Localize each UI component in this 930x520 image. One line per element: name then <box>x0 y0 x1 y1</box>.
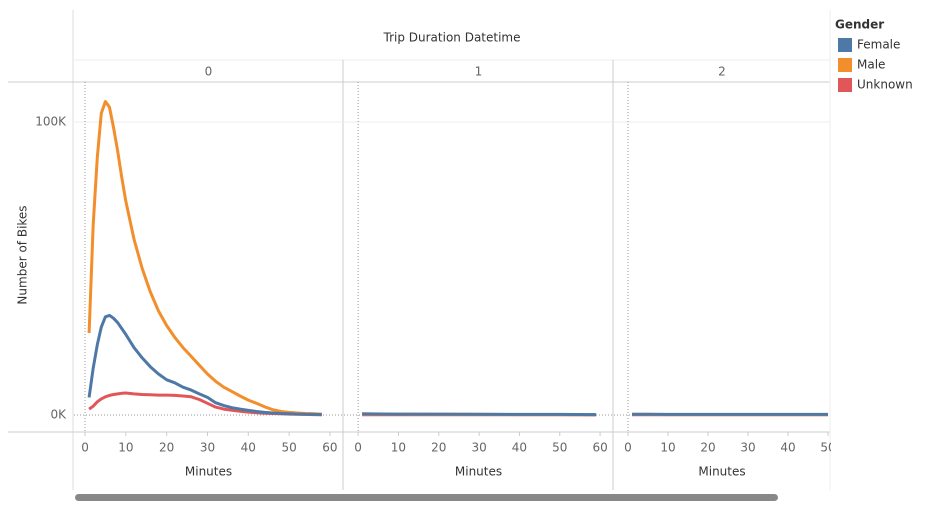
panel-axis: 0 10 20 30 40 50 60 <box>354 432 608 455</box>
series-line <box>87 100 322 416</box>
x-tick-label: 40 <box>241 441 256 455</box>
legend-swatch <box>838 38 852 52</box>
x-axis-label: Minutes <box>698 465 745 479</box>
legend-title: Gender <box>835 18 884 32</box>
x-tick-label: 40 <box>780 441 795 455</box>
legend-swatch <box>838 58 852 72</box>
x-tick-label: 30 <box>471 441 486 455</box>
panel-axis: 0 10 20 30 40 50 <box>624 432 835 455</box>
legend-label: Unknown <box>857 78 913 92</box>
panel-label: 2 <box>718 65 726 79</box>
y-axis-label: Number of Bikes <box>16 205 30 304</box>
series-line <box>362 412 597 417</box>
chart-title: Trip Duration Datetime <box>383 31 521 45</box>
x-tick-label: 20 <box>431 441 446 455</box>
x-tick-label: 10 <box>118 441 133 455</box>
x-axis-label: Minutes <box>185 465 232 479</box>
legend-label: Female <box>857 38 900 52</box>
x-tick-label: 0 <box>354 441 362 455</box>
legend-label: Male <box>857 58 885 72</box>
x-tick-label: 60 <box>322 441 337 455</box>
x-tick-label: 40 <box>512 441 527 455</box>
x-axis-label: Minutes <box>455 465 502 479</box>
x-tick-label: 0 <box>624 441 632 455</box>
legend-swatch <box>838 78 852 92</box>
y-tick-label: 100K <box>35 114 67 128</box>
x-tick-label: 0 <box>81 441 89 455</box>
x-tick-label: 20 <box>700 441 715 455</box>
y-tick-label: 0K <box>50 408 67 422</box>
x-tick-label: 60 <box>592 441 607 455</box>
panel-axis: 0 10 20 30 40 50 60 <box>81 432 338 455</box>
x-tick-label: 30 <box>740 441 755 455</box>
x-tick-label: 50 <box>552 441 567 455</box>
x-tick-label: 10 <box>391 441 406 455</box>
series-line <box>87 313 322 417</box>
x-tick-label: 50 <box>820 441 835 455</box>
x-tick-label: 30 <box>200 441 215 455</box>
scrollbar[interactable] <box>75 494 778 501</box>
x-tick-label: 50 <box>281 441 296 455</box>
panel-label: 1 <box>475 65 483 79</box>
x-tick-label: 10 <box>660 441 675 455</box>
x-tick-label: 20 <box>159 441 174 455</box>
panel-label: 0 <box>205 65 213 79</box>
